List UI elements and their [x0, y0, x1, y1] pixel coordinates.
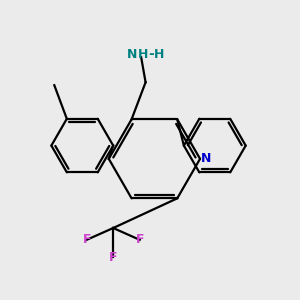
Text: H: H [154, 48, 164, 61]
Text: N: N [201, 152, 212, 165]
Text: F: F [82, 233, 91, 246]
Text: -: - [148, 47, 154, 61]
Text: F: F [135, 233, 144, 246]
Text: N: N [127, 48, 137, 61]
Text: H: H [137, 48, 148, 61]
Text: F: F [109, 251, 117, 264]
